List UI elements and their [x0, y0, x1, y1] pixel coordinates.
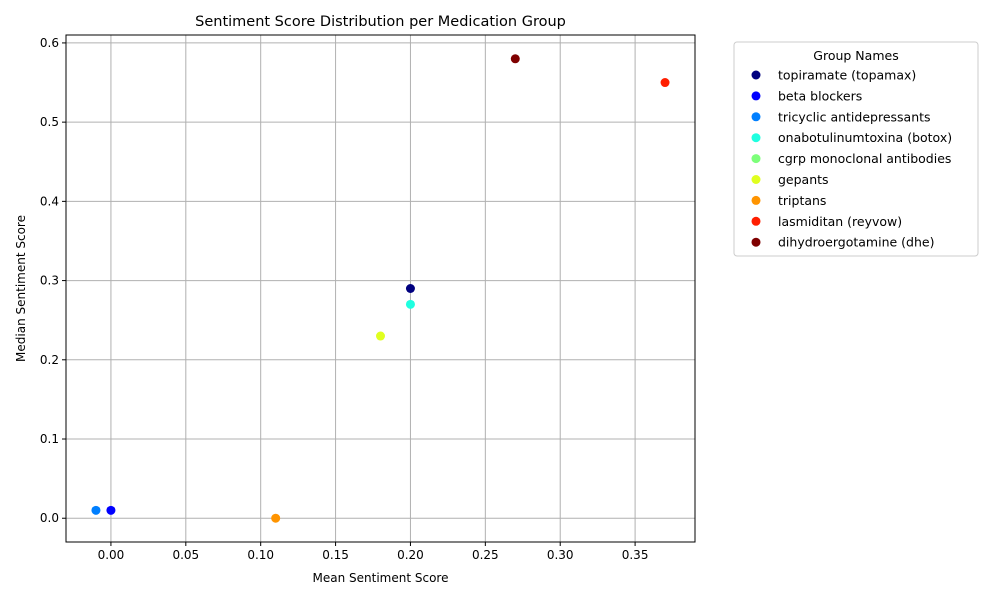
x-tick-label: 0.25	[472, 548, 499, 562]
legend-label: beta blockers	[778, 88, 862, 103]
legend-label: onabotulinumtoxina (botox)	[778, 130, 952, 145]
x-axis-label: Mean Sentiment Score	[313, 571, 449, 585]
data-points	[91, 54, 670, 523]
plot-frame	[65, 34, 696, 543]
legend-label: tricyclic antidepressants	[778, 109, 931, 124]
x-tick-label: 0.00	[98, 548, 125, 562]
grid-lines	[66, 35, 695, 542]
legend-label: lasmiditan (reyvow)	[778, 214, 902, 229]
legend-marker	[751, 216, 761, 226]
y-tick-label: 0.1	[40, 432, 59, 446]
legend-marker	[751, 133, 761, 143]
y-tick-label: 0.6	[40, 36, 59, 50]
legend-label: topiramate (topamax)	[778, 68, 916, 83]
legend-marker	[751, 195, 761, 205]
y-axis-ticks: 0.0 0.1 0.2 0.3 0.4 0.5 0.6	[40, 36, 66, 525]
data-point	[405, 284, 415, 293]
data-point	[106, 505, 116, 515]
legend-label: cgrp monoclonal antibodies	[778, 151, 951, 166]
data-point	[271, 513, 281, 523]
y-tick-label: 0.2	[40, 353, 59, 367]
legend-marker	[751, 175, 761, 184]
legend-title: Group Names	[813, 48, 898, 63]
data-point	[376, 331, 385, 341]
legend-marker	[751, 70, 761, 80]
legend: Group Names topiramate (topamax) beta blo…	[733, 41, 979, 257]
legend-marker	[751, 237, 761, 247]
y-axis-label: Median Sentiment Score	[14, 215, 28, 362]
x-tick-label: 0.10	[247, 548, 274, 562]
data-point	[660, 78, 670, 88]
legend-label: gepants	[778, 172, 829, 187]
legend-items: topiramate (topamax) beta blockers tricycl…	[751, 68, 952, 250]
x-tick-label: 0.35	[622, 548, 649, 562]
x-tick-label: 0.05	[172, 548, 199, 562]
y-tick-label: 0.3	[40, 274, 59, 288]
y-tick-label: 0.4	[40, 194, 59, 208]
chart-title: Sentiment Score Distribution per Medicat…	[195, 14, 566, 30]
legend-marker	[751, 112, 761, 122]
legend-label: dihydroergotamine (dhe)	[778, 235, 934, 250]
legend-label: triptans	[778, 193, 826, 208]
x-axis-ticks: 0.00 0.05 0.10 0.15 0.20 0.25 0.30 0.35	[98, 542, 649, 562]
x-tick-label: 0.30	[547, 548, 574, 562]
y-tick-label: 0.5	[40, 115, 59, 129]
x-tick-label: 0.15	[322, 548, 349, 562]
legend-marker	[751, 154, 761, 164]
legend-marker	[751, 91, 761, 101]
data-point	[510, 54, 520, 64]
x-tick-label: 0.20	[397, 548, 424, 562]
y-tick-label: 0.0	[40, 511, 59, 525]
legend-box	[733, 41, 979, 257]
data-point	[91, 505, 101, 515]
data-point	[405, 299, 415, 309]
